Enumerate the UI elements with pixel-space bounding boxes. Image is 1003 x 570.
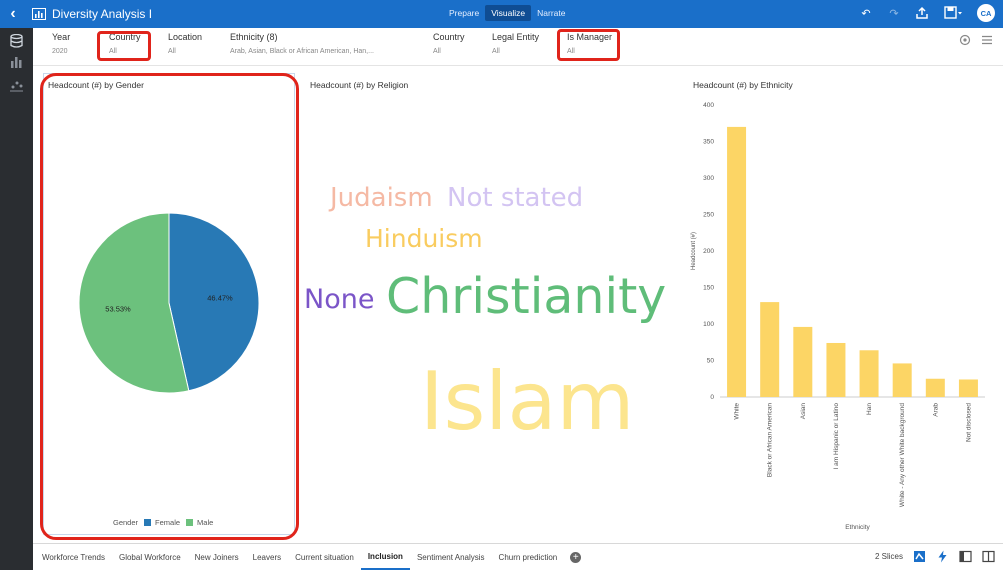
mode-tabs: Prepare Visualize Narrate xyxy=(443,5,571,21)
chart-icon xyxy=(32,8,46,20)
x-tick-label: White - Any other White background xyxy=(899,403,906,507)
canvas-tabs: Workforce Trends Global Workforce New Join… xyxy=(35,544,564,570)
ethnicity-bar-chart: 0 50 100 150 200 250 300 350 400 White Black or Af… xyxy=(691,102,985,531)
add-tab-icon[interactable]: + xyxy=(570,551,582,563)
y-tick-label: 350 xyxy=(703,139,714,146)
x-tick-label: White xyxy=(734,403,741,420)
filter-settings-icon[interactable] xyxy=(959,34,971,46)
bar-i-am-hispanic-or-latino[interactable] xyxy=(826,342,846,397)
tab-leavers[interactable]: Leavers xyxy=(252,552,282,562)
gender-title: Headcount (#) by Gender xyxy=(48,80,144,90)
religion-title: Headcount (#) by Religion xyxy=(310,80,409,90)
filter-location[interactable]: Location All xyxy=(168,32,203,55)
pie-slice-male[interactable] xyxy=(78,212,190,394)
highlight-country xyxy=(97,31,151,61)
bar-white[interactable] xyxy=(727,126,747,398)
legend-item-male[interactable]: Male xyxy=(186,518,213,527)
tab-narrate[interactable]: Narrate xyxy=(537,8,566,18)
left-rail xyxy=(0,28,33,570)
filter-is-manager[interactable]: Is Manager All xyxy=(567,32,613,55)
legend-label: Female xyxy=(155,518,181,527)
tab-inclusion[interactable]: Inclusion xyxy=(360,544,410,570)
word-judaism[interactable]: Judaism xyxy=(330,183,433,213)
slices-count: 2 Slices xyxy=(874,552,903,561)
top-right-toolbar: ↶ ↷ CA xyxy=(859,4,995,22)
tab-prepare[interactable]: Prepare xyxy=(449,8,480,18)
y-tick-label: 200 xyxy=(703,248,714,255)
tab-global-workforce[interactable]: Global Workforce xyxy=(118,552,181,562)
redo-icon[interactable]: ↷ xyxy=(889,7,899,20)
filter-bar: Year 2020 Country All Location All Ethni… xyxy=(33,28,1003,66)
x-tick-label: Han xyxy=(866,403,873,415)
x-tick-label: Not disclosed xyxy=(965,403,972,442)
gender-legend: Gender Female Male xyxy=(113,518,213,527)
pie-label-female: 46.47% xyxy=(207,293,233,302)
app-title: Diversity Analysis I xyxy=(52,7,153,21)
gender-pie-chart: 46.47% 53.53% xyxy=(78,212,260,394)
avatar[interactable]: CA xyxy=(977,4,995,22)
legend-label: Male xyxy=(197,518,214,527)
filter-legal-entity[interactable]: Legal Entity All xyxy=(492,32,540,55)
tab-visualize[interactable]: Visualize xyxy=(485,5,532,21)
y-tick-label: 250 xyxy=(703,212,714,219)
bottom-right-tools: 2 Slices xyxy=(875,550,995,563)
legend-swatch xyxy=(186,519,194,526)
y-axis-label: Headcount (#) xyxy=(691,232,697,270)
word-not-stated[interactable]: Not stated xyxy=(447,183,584,213)
export-icon[interactable] xyxy=(915,6,929,20)
x-tick-label: Black or African American xyxy=(767,403,774,477)
y-tick-label: 150 xyxy=(703,285,714,292)
legend-item-female[interactable]: Female xyxy=(144,518,180,527)
menu-icon[interactable] xyxy=(981,34,993,46)
highlight-is-manager xyxy=(557,29,620,61)
filter-bar-tools xyxy=(959,34,993,46)
y-tick-label: 0 xyxy=(710,394,714,401)
tab-sentiment-analysis[interactable]: Sentiment Analysis xyxy=(416,552,485,562)
x-tick-label: Arab xyxy=(932,403,939,417)
filter-country-2[interactable]: Country All xyxy=(433,32,465,55)
ethnicity-title: Headcount (#) by Ethnicity xyxy=(693,80,793,90)
analytics-icon[interactable] xyxy=(9,78,24,92)
word-none[interactable]: None xyxy=(304,284,375,315)
y-tick-label: 300 xyxy=(703,175,714,182)
pie-slice-female[interactable] xyxy=(168,212,260,392)
filter-year[interactable]: Year 2020 xyxy=(52,32,71,55)
bottom-tab-bar: Workforce Trends Global Workforce New Join… xyxy=(33,543,1003,570)
bar-chart-icon[interactable] xyxy=(9,55,24,69)
y-tick-label: 50 xyxy=(707,358,715,365)
tab-new-joiners[interactable]: New Joiners xyxy=(194,552,239,562)
database-icon[interactable] xyxy=(9,34,24,48)
tab-workforce-trends[interactable]: Workforce Trends xyxy=(42,552,105,562)
legend-swatch xyxy=(144,519,152,526)
bar-asian[interactable] xyxy=(793,326,813,397)
bar-han[interactable] xyxy=(859,350,879,397)
undo-icon[interactable]: ↶ xyxy=(861,7,871,20)
back-button[interactable]: ‹ xyxy=(10,5,16,22)
bar-not-disclosed[interactable] xyxy=(958,379,978,397)
highlight-gender-panel xyxy=(40,73,299,540)
y-tick-label: 100 xyxy=(703,321,714,328)
x-tick-label: I am Hispanic or Latino xyxy=(833,403,840,470)
top-bar: ‹ Diversity Analysis I Prepare Visualize… xyxy=(0,0,1003,28)
legend-title: Gender xyxy=(113,518,139,527)
word-islam[interactable]: Islam xyxy=(420,355,635,448)
filter-country[interactable]: Country All xyxy=(109,32,141,55)
bar-white-any-other-white-background[interactable] xyxy=(892,363,912,397)
word-christianity[interactable]: Christianity xyxy=(386,268,667,325)
layout-left-icon[interactable] xyxy=(959,550,972,563)
auto-apply-icon[interactable] xyxy=(913,550,926,563)
lightning-icon[interactable] xyxy=(936,550,949,563)
pie-label-male: 53.53% xyxy=(105,305,131,314)
x-tick-label: Asian xyxy=(800,403,807,420)
tab-churn-prediction[interactable]: Churn prediction xyxy=(498,552,558,562)
layout-right-icon[interactable] xyxy=(982,550,995,563)
filter-ethnicity[interactable]: Ethnicity (8) Arab, Asian, Black or Afri… xyxy=(230,32,374,55)
y-tick-label: 400 xyxy=(703,102,714,109)
x-axis-label: Ethnicity xyxy=(845,524,870,531)
save-icon[interactable] xyxy=(943,6,963,20)
bar-black-or-african-american[interactable] xyxy=(760,302,780,397)
tab-current-situation[interactable]: Current situation xyxy=(295,552,354,562)
word-hinduism[interactable]: Hinduism xyxy=(365,224,483,253)
bar-arab[interactable] xyxy=(925,378,945,397)
